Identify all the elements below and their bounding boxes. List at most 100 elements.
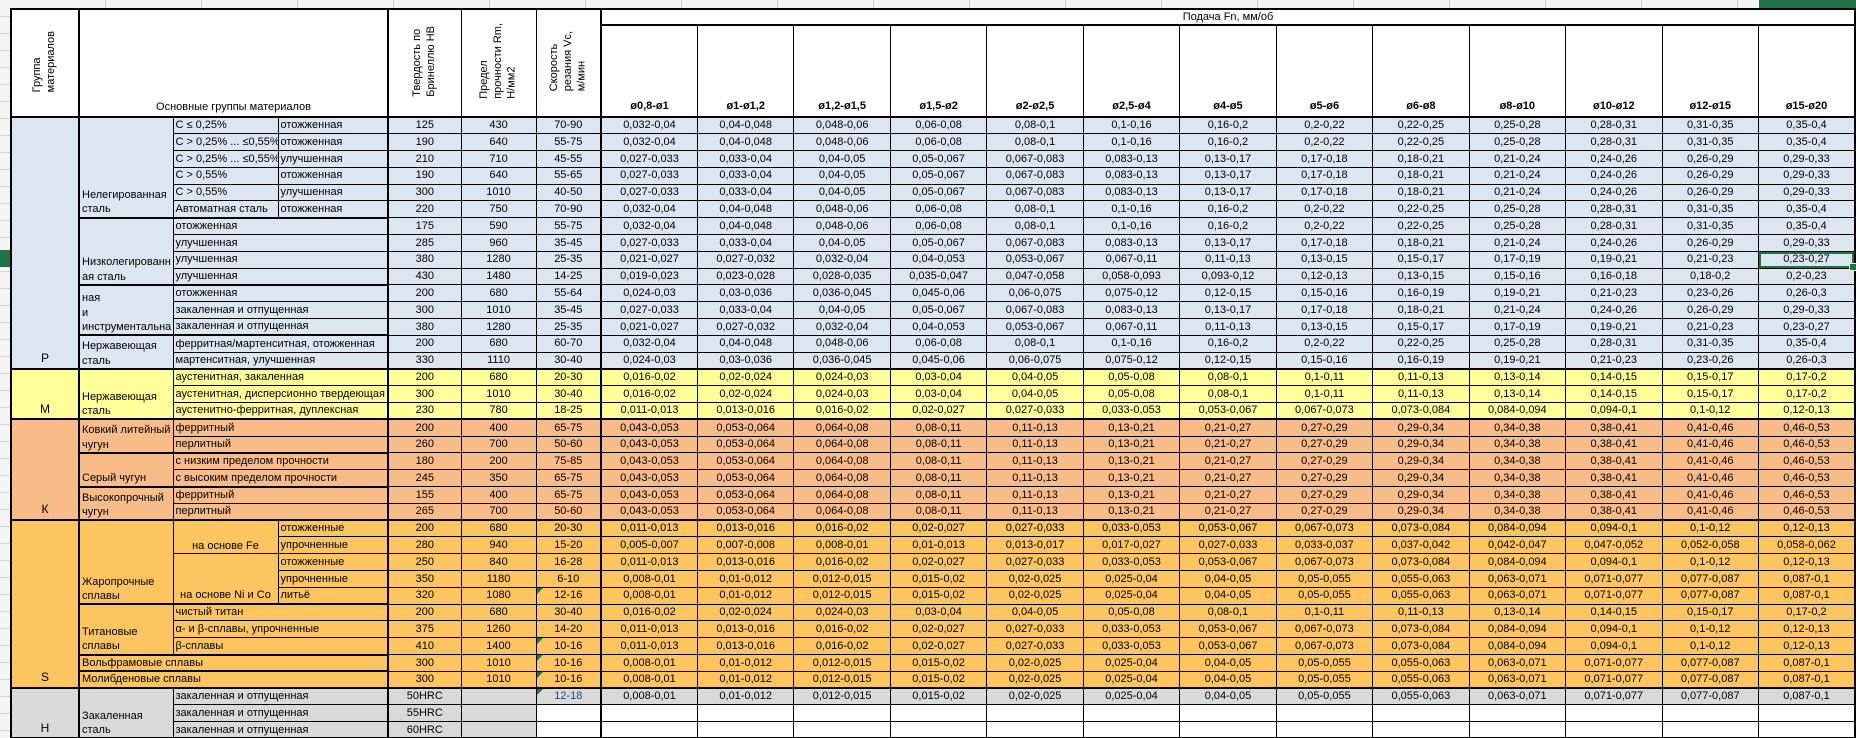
hardness-value-cell[interactable]: 380 <box>387 318 462 336</box>
feed-value-cell[interactable]: 0,24-0,26 <box>1565 234 1663 252</box>
feed-value-cell[interactable]: 0,16-0,2 <box>1179 217 1277 236</box>
feed-value-cell[interactable]: 0,15-0,17 <box>1372 250 1470 269</box>
feed-value-cell[interactable]: 0,016-0,02 <box>600 603 698 622</box>
material-group-cell[interactable]: Низколегированн ая сталь <box>78 216 174 286</box>
feed-value-cell[interactable] <box>1179 704 1277 723</box>
hardness-value-cell[interactable]: 300 <box>387 670 462 689</box>
feed-value-cell[interactable]: 0,033-0,053 <box>1082 637 1181 655</box>
feed-value-cell[interactable]: 0,08-0,11 <box>889 418 988 437</box>
feed-value-cell[interactable]: 0,13-0,17 <box>1179 234 1277 252</box>
feed-value-cell[interactable]: 0,24-0,26 <box>1565 150 1663 168</box>
feed-value-cell[interactable]: 0,05-0,055 <box>1275 670 1374 689</box>
feed-value-cell[interactable]: 0,016-0,02 <box>793 553 891 572</box>
feed-value-cell[interactable]: 0,032-0,04 <box>600 217 698 236</box>
feed-value-cell[interactable]: 0,087-0,1 <box>1757 670 1856 689</box>
feed-value-cell[interactable]: 0,016-0,02 <box>600 385 698 404</box>
feed-value-cell[interactable]: 0,011-0,013 <box>600 637 698 655</box>
feed-value-cell[interactable]: 0,21-0,24 <box>1468 166 1567 185</box>
feed-value-cell[interactable]: 0,064-0,08 <box>793 435 891 454</box>
excel-column-header-strip[interactable] <box>10 0 1856 8</box>
strength-value-cell[interactable] <box>460 704 537 723</box>
feed-value-cell[interactable]: 0,21-0,27 <box>1179 452 1277 471</box>
feed-value-cell[interactable]: 0,048-0,06 <box>793 116 891 135</box>
feed-value-cell[interactable]: 0,14-0,15 <box>1565 603 1663 622</box>
feed-value-cell[interactable]: 0,063-0,071 <box>1468 654 1567 672</box>
feed-value-cell[interactable]: 0,015-0,02 <box>889 654 988 672</box>
group-letter-cell[interactable]: Р <box>10 116 80 370</box>
speed-value-cell[interactable]: 30-40 <box>535 385 603 404</box>
feed-value-cell[interactable]: 0,045-0,06 <box>889 351 988 370</box>
feed-value-cell[interactable]: 0,094-0,1 <box>1565 553 1663 572</box>
feed-value-cell[interactable]: 0,35-0,4 <box>1757 116 1856 135</box>
feed-value-cell[interactable]: 0,34-0,38 <box>1468 418 1567 437</box>
feed-value-cell[interactable]: 0,033-0,04 <box>696 183 795 202</box>
feed-value-cell[interactable]: 0,21-0,27 <box>1179 502 1277 521</box>
feed-value-cell[interactable]: 0,16-0,2 <box>1179 334 1277 353</box>
speed-value-cell[interactable]: 30-40 <box>535 603 603 622</box>
feed-value-cell[interactable]: 0,12-0,13 <box>1757 402 1856 420</box>
feed-value-cell[interactable]: 0,06-0,08 <box>889 217 988 236</box>
feed-value-cell[interactable]: 0,1-0,16 <box>1082 217 1181 236</box>
feed-value-cell[interactable]: 0,02-0,024 <box>696 603 795 622</box>
feed-value-cell[interactable]: 0,02-0,027 <box>889 637 988 655</box>
feed-value-cell[interactable]: 0,16-0,2 <box>1179 200 1277 219</box>
feed-col-header-1[interactable]: ø1-ø1,2 <box>696 24 795 118</box>
strength-value-cell[interactable] <box>460 721 537 738</box>
feed-value-cell[interactable]: 0,18-0,21 <box>1372 150 1470 168</box>
feed-value-cell[interactable]: 0,02-0,027 <box>889 620 988 639</box>
feed-value-cell[interactable]: 0,058-0,093 <box>1082 267 1181 286</box>
feed-value-cell[interactable]: 0,064-0,08 <box>793 486 891 504</box>
feed-value-cell[interactable]: 0,25-0,28 <box>1468 217 1567 236</box>
material-group-cell[interactable]: Титановые сплавы <box>78 603 174 656</box>
feed-value-cell[interactable]: 0,16-0,18 <box>1565 267 1663 286</box>
feed-value-cell[interactable]: 0,29-0,33 <box>1757 234 1856 252</box>
feed-value-cell[interactable]: 0,028-0,035 <box>793 267 891 286</box>
feed-value-cell[interactable]: 0,043-0,053 <box>600 469 698 488</box>
feed-value-cell[interactable]: 0,01-0,012 <box>696 687 795 706</box>
feed-value-cell[interactable]: 0,25-0,28 <box>1468 334 1567 353</box>
material-type-cell[interactable]: C ≤ 0,25% <box>172 116 279 135</box>
strength-value-cell[interactable]: 1080 <box>460 586 537 605</box>
material-state-cell[interactable]: аустенитная, закаленная <box>172 367 390 387</box>
feed-value-cell[interactable]: 0,26-0,3 <box>1757 351 1856 370</box>
feed-value-cell[interactable]: 0,094-0,1 <box>1565 519 1663 538</box>
feed-value-cell[interactable]: 0,11-0,13 <box>1372 603 1470 622</box>
feed-value-cell[interactable]: 0,087-0,1 <box>1757 687 1856 706</box>
feed-value-cell[interactable]: 0,41-0,46 <box>1661 435 1759 454</box>
strength-value-cell[interactable]: 680 <box>460 367 537 387</box>
feed-value-cell[interactable]: 0,03-0,04 <box>889 367 988 387</box>
speed-value-cell[interactable]: 6-10 <box>535 570 603 588</box>
material-state-cell[interactable]: закаленная и отпущенная <box>172 301 390 320</box>
feed-value-cell[interactable]: 0,084-0,094 <box>1468 519 1567 538</box>
material-state-cell[interactable]: с низким пределом прочности <box>172 451 390 471</box>
feed-value-cell[interactable]: 0,073-0,084 <box>1372 402 1470 420</box>
feed-value-cell[interactable]: 0,15-0,16 <box>1275 351 1374 370</box>
feed-value-cell[interactable]: 0,064-0,08 <box>793 418 891 437</box>
feed-value-cell[interactable]: 0,2-0,22 <box>1275 116 1374 135</box>
feed-value-cell[interactable]: 0,094-0,1 <box>1565 637 1663 655</box>
feed-value-cell[interactable]: 0,14-0,15 <box>1565 385 1663 404</box>
speed-value-cell[interactable]: 30-40 <box>535 351 603 370</box>
feed-value-cell[interactable]: 0,46-0,53 <box>1757 502 1856 521</box>
feed-value-cell[interactable]: 0,25-0,28 <box>1468 133 1567 152</box>
feed-value-cell[interactable]: 0,035-0,047 <box>889 267 988 286</box>
feed-value-cell[interactable] <box>986 704 1084 723</box>
feed-value-cell[interactable]: 0,08-0,11 <box>889 469 988 488</box>
material-type-cell[interactable]: Автоматная сталь <box>172 200 279 219</box>
material-state-cell[interactable]: отожженная <box>172 216 390 236</box>
feed-value-cell[interactable]: 0,033-0,04 <box>696 150 795 168</box>
feed-value-cell[interactable]: 0,05-0,08 <box>1082 603 1181 622</box>
feed-value-cell[interactable]: 0,21-0,27 <box>1179 435 1277 454</box>
feed-value-cell[interactable]: 0,21-0,23 <box>1661 250 1759 269</box>
excel-row-header-strip[interactable] <box>0 0 10 738</box>
feed-value-cell[interactable]: 0,087-0,1 <box>1757 586 1856 605</box>
feed-value-cell[interactable]: 0,41-0,46 <box>1661 486 1759 504</box>
material-group-cell[interactable]: Нержавеющая сталь <box>78 334 174 370</box>
feed-value-cell[interactable]: 0,22-0,25 <box>1372 116 1470 135</box>
feed-value-cell[interactable]: 0,08-0,1 <box>986 116 1084 135</box>
feed-value-cell[interactable]: 0,03-0,04 <box>889 385 988 404</box>
material-group-cell[interactable]: Нержавеющая сталь <box>78 367 174 420</box>
feed-value-cell[interactable]: 0,38-0,41 <box>1565 486 1663 504</box>
feed-value-cell[interactable]: 0,016-0,02 <box>793 620 891 639</box>
material-state-cell[interactable]: улучшенная <box>172 234 390 252</box>
